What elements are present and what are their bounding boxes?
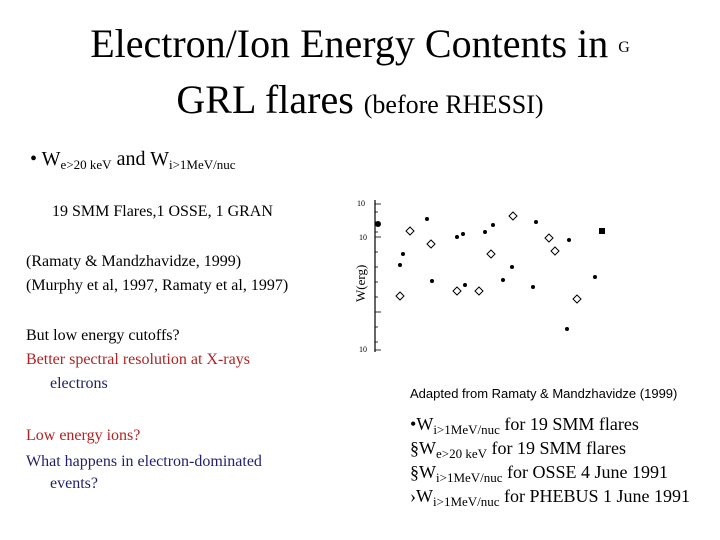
y-tick-top: 10	[357, 199, 365, 208]
question-low-energy-ions: Low energy ions?	[26, 427, 141, 444]
title-trailing-char: G	[618, 38, 630, 56]
legend-text: for 19 SMM flares	[491, 438, 626, 458]
slide-title-line2: GRL flares (before RHESSI)	[0, 78, 720, 127]
y-tick-bottom: 10	[359, 345, 367, 354]
legend-text: for OSSE 4 June 1991	[507, 462, 669, 482]
legend-marker: ›	[410, 486, 416, 506]
bullet-and: and W	[116, 148, 169, 170]
title-main: GRL flares	[176, 77, 354, 122]
question-electron-dominated: What happens in electron-dominated	[26, 453, 262, 470]
legend-marker: §	[410, 462, 419, 482]
plot-points-ions	[375, 217, 605, 331]
bullet-subscript-electron: e>20 keV	[60, 157, 112, 172]
question-low-energy-cutoffs: But low energy cutoffs?	[26, 327, 180, 344]
energy-content-plot: 10 10 10 W(erg)	[353, 199, 605, 354]
bullet-subscript-ion: i>1MeV/nuc	[168, 157, 236, 172]
legend-marker: •	[410, 414, 417, 434]
legend-item: •Wi>1MeV/nuc for 19 SMM flares	[410, 412, 690, 437]
legend-item: §We>20 keV for 19 SMM flares	[410, 436, 690, 461]
legend-subscript: i>1MeV/nuc	[433, 494, 500, 509]
y-tick-2: 10	[359, 233, 367, 242]
legend-w: W	[419, 438, 436, 458]
legend-w: W	[419, 462, 436, 482]
title-subtitle: (before RHESSI)	[363, 90, 544, 119]
legend-item: ›Wi>1MeV/nuc for PHEBUS 1 June 1991	[410, 484, 691, 509]
bullet-marker: •	[30, 148, 38, 170]
question-electrons: electrons	[50, 375, 108, 392]
legend-marker: §	[410, 438, 419, 458]
bullet-w: W	[41, 148, 61, 170]
reference-1: (Ramaty & Mandzhavidze, 1999)	[26, 253, 242, 270]
plot-points-electrons	[395, 211, 582, 304]
main-bullet: • We>20 keV and Wi>1MeV/nuc	[30, 148, 236, 173]
slide-title-line1: Electron/Ion Energy Contents in G	[0, 22, 720, 70]
plot-ticks	[375, 203, 381, 351]
legend-subscript: i>1MeV/nuc	[433, 422, 500, 437]
legend-w: W	[416, 414, 434, 434]
legend-text: for PHEBUS 1 June 1991	[504, 486, 691, 506]
y-axis-label: W(erg)	[353, 265, 368, 302]
reference-2: (Murphy et al, 1997, Ramaty et al, 1997)	[26, 277, 289, 294]
title-text: Electron/Ion Energy Contents in	[90, 21, 609, 66]
legend-w: W	[416, 486, 433, 506]
flares-line: 19 SMM Flares,1 OSSE, 1 GRAN	[52, 203, 273, 220]
legend-text: for 19 SMM flares	[504, 414, 639, 434]
question-spectral-resolution: Better spectral resolution at X-rays	[26, 351, 250, 368]
figure-caption: Adapted from Ramaty & Mandzhavidze (1999…	[410, 386, 678, 401]
legend-subscript: i>1MeV/nuc	[436, 470, 503, 485]
legend-subscript: e>20 keV	[436, 446, 488, 461]
legend-list: •Wi>1MeV/nuc for 19 SMM flares §We>20 ke…	[410, 412, 691, 509]
legend-item: §Wi>1MeV/nuc for OSSE 4 June 1991	[410, 460, 690, 485]
question-events: events?	[50, 475, 98, 492]
